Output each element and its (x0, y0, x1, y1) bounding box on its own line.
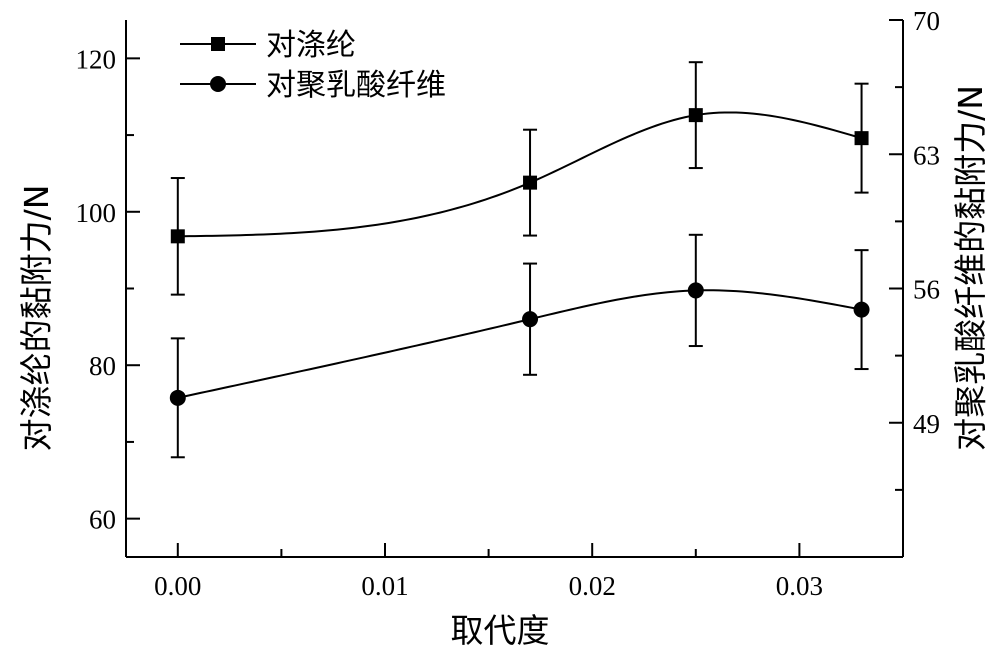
data-point-square (854, 131, 869, 146)
left-y-tick-label: 80 (89, 351, 116, 381)
data-point-square (688, 108, 703, 123)
legend-square-marker (211, 37, 225, 51)
series-curve-1 (177, 289, 862, 399)
data-point-circle (169, 389, 186, 406)
data-point-circle (522, 311, 539, 328)
x-tick-label: 0.03 (776, 571, 823, 601)
data-point-circle (853, 301, 870, 318)
left-y-tick-label: 60 (89, 505, 116, 535)
left-axis-label: 对涤纶的黏附力/N (17, 185, 56, 452)
x-axis-label: 取代度 (451, 611, 550, 650)
right-y-tick-label: 56 (913, 275, 940, 305)
x-tick-label: 0.01 (361, 571, 408, 601)
left-y-tick-label: 100 (76, 198, 117, 228)
tick-layer: 0.00 0.01 0.02 0.03 60 80 100 120 49 56 63 70 (76, 6, 941, 601)
legend-label-polyester: 对涤纶 (266, 28, 356, 63)
x-tick-label: 0.02 (569, 571, 616, 601)
left-y-tick-label: 120 (76, 44, 117, 74)
series-layer (169, 61, 870, 459)
right-y-tick-label: 49 (913, 409, 940, 439)
data-point-square (170, 229, 185, 244)
legend-label-pla: 对聚乳酸纤维 (266, 68, 446, 103)
series-curve-0 (177, 111, 862, 238)
data-point-circle (687, 282, 704, 299)
legend-circle-marker (210, 76, 226, 92)
data-point-square (523, 175, 538, 190)
right-y-tick-label: 70 (913, 6, 940, 36)
legend: 对涤纶 对聚乳酸纤维 (180, 28, 446, 103)
right-y-tick-label: 63 (913, 140, 940, 170)
x-tick-label: 0.00 (154, 571, 201, 601)
right-axis-label: 对聚乳酸纤维的黏附力/N (951, 85, 990, 451)
